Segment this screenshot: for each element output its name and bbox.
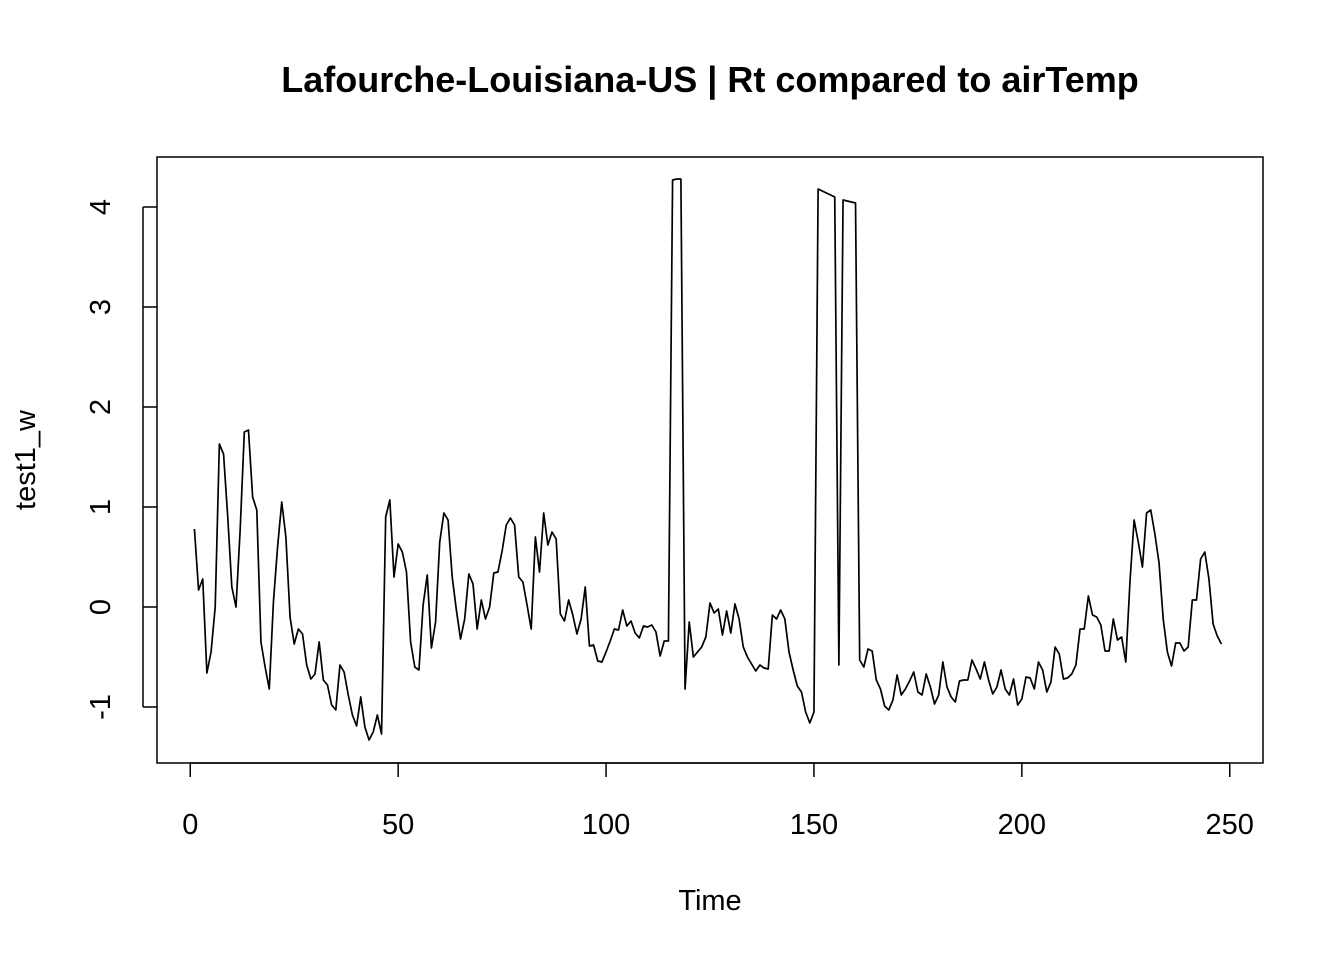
y-tick-label: 0	[85, 599, 117, 615]
x-axis-label: Time	[678, 885, 741, 917]
y-tick-label: 2	[85, 399, 117, 415]
x-tick-label: 100	[582, 809, 630, 841]
y-tick-label: 1	[85, 499, 117, 515]
x-axis: 0 50 100 150 200 250	[182, 762, 1254, 841]
x-tick-label: 200	[998, 809, 1046, 841]
y-tick-label: 4	[85, 199, 117, 215]
y-tick-label: 3	[85, 299, 117, 315]
chart-title: Lafourche-Louisiana-US | Rt compared to …	[281, 59, 1139, 101]
series-layer	[193, 178, 1223, 741]
x-tick-label: 50	[382, 809, 414, 841]
series-line	[193, 178, 1223, 741]
x-tick-label: 0	[182, 809, 198, 841]
x-tick-label: 150	[790, 809, 838, 841]
y-axis-label: test1_w	[10, 409, 42, 510]
x-tick-label: 250	[1206, 809, 1254, 841]
y-tick-label: -1	[85, 694, 117, 720]
y-axis: -1 0 1 2 3 4	[85, 199, 157, 720]
